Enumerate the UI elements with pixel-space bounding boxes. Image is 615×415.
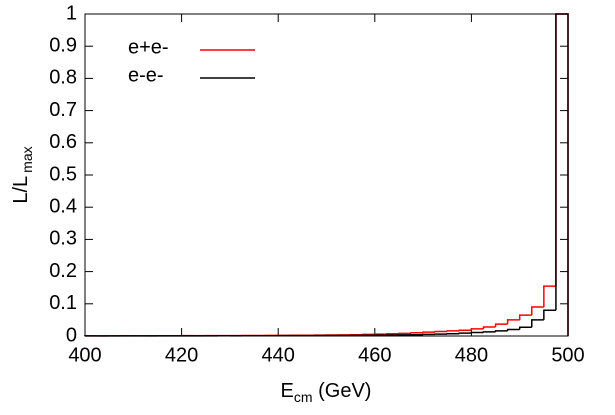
step-segment [470,328,484,331]
y-tick-label: 0.8 [49,67,77,89]
y-tick-label: 1 [66,2,77,24]
step-segment [446,330,460,332]
y-tick-label: 0.1 [49,292,77,314]
x-tick-label: 420 [165,344,198,366]
y-tick-label: 0.4 [49,195,77,217]
step-segment [482,326,496,329]
x-tick-label: 480 [455,344,488,366]
step-segment [482,331,496,333]
step-segment [470,331,484,334]
y-tick-label: 0.6 [49,131,77,153]
x-label-main: E [281,380,294,402]
y-axis-label: L/L max [10,146,34,203]
y-tick-label: 0.2 [49,260,77,282]
step-segment [458,329,472,331]
y-tick-label: 0.3 [49,228,77,250]
x-axis-label: Ecm (GeV) [281,380,372,404]
x-tick-label: 500 [551,344,584,366]
step-segment [458,332,472,334]
step-segment [543,309,556,320]
x-label-sub: cm [294,389,313,405]
y-tick-label: 0.7 [49,99,77,121]
y-label-main: L/L [10,176,32,204]
step-segment [494,330,508,332]
step-segment [555,13,569,336]
x-label-rest: (GeV) [313,380,372,402]
y-label-sub: max [19,146,35,172]
step-segment [434,330,448,333]
plot-frame [84,13,569,337]
step-segment [518,326,532,330]
y-tick-label: 0 [66,324,77,346]
step-segment [422,331,436,333]
step-segment [410,332,424,334]
step-segment [543,285,556,308]
x-tick-label: 460 [358,344,391,366]
y-tick-label: 0.5 [49,163,77,185]
step-segment [494,323,508,327]
step-segment [518,314,532,320]
step-segment [531,306,544,316]
x-tick-label: 440 [262,344,295,366]
legend-label: e-e- [128,64,164,86]
step-segment [531,319,544,328]
legend-label: e+e- [128,36,169,58]
step-segment [506,319,520,325]
y-tick-label: 0.9 [49,34,77,56]
x-tick-label: 400 [68,344,101,366]
step-segment [506,328,520,331]
